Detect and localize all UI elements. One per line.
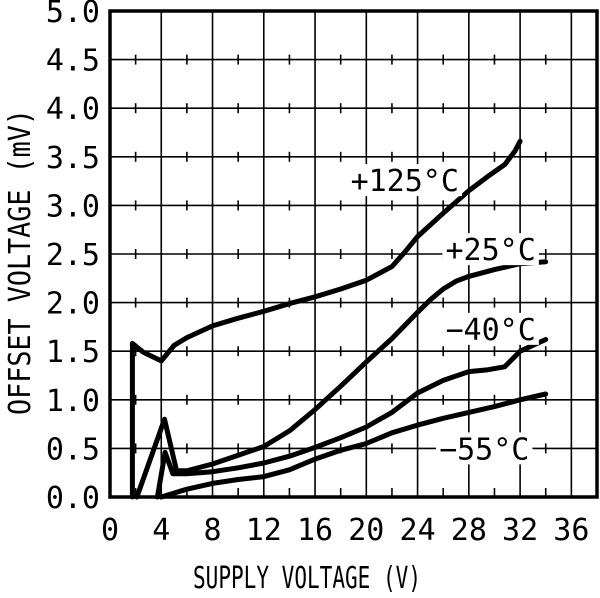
plot-border [108,9,599,499]
y-tick-label: 4.0 [46,92,100,127]
x-tick-label: 16 [297,513,333,548]
x-tick-label: 12 [246,513,282,548]
x-tick-label: 4 [152,513,170,548]
curve-minus-55c [158,391,549,500]
x-tick-label: 20 [348,513,384,548]
curve-label-mask-plus-125c [347,164,463,197]
x-tick-label: 32 [502,513,538,548]
y-axis-title: OFFSET VOLTAGE (mV) [3,109,38,415]
y-tick-label: 5.0 [46,0,100,30]
y-tick-label: 4.5 [46,44,100,79]
y-tick-label: 0.5 [46,432,100,467]
x-tick-label: 24 [400,513,436,548]
y-tick-label: 3.0 [46,189,100,224]
y-tick-label: 0.0 [46,481,100,516]
x-tick-label: 0 [101,513,119,548]
curve-minus-40c [154,337,549,500]
curve-label-plus-125c: +125°C [351,164,459,199]
curve-label-minus-40c: −40°C [445,313,535,348]
y-tick-label: 3.5 [46,141,100,176]
x-tick-label: 8 [203,513,221,548]
y-tick-label: 2.5 [46,238,100,273]
curve-label-minus-55c: −55°C [439,432,529,467]
curve-label-mask-minus-40c [442,312,539,345]
x-tick-label: 28 [451,513,487,548]
x-axis-title: SUPPLY VOLTAGE (V) [193,561,421,596]
curve-plus-125c [129,138,523,500]
x-tick-label: 36 [553,513,589,548]
curve-plus-25c [134,259,549,500]
curve-label-mask-plus-25c [442,233,539,266]
curve-label-plus-25c: +25°C [445,233,535,268]
y-tick-label: 1.0 [46,384,100,419]
curve-label-mask-minus-55c [435,432,533,465]
y-tick-label: 1.5 [46,335,100,370]
y-tick-label: 2.0 [46,287,100,322]
